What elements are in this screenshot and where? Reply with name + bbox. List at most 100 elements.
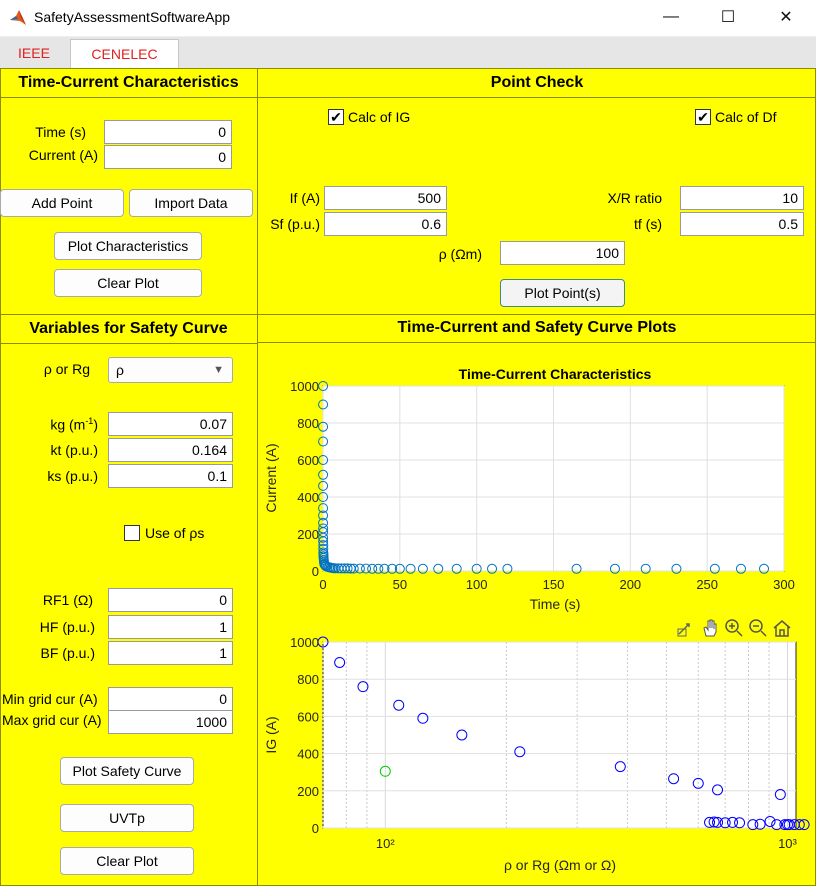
- data-point: [318, 469, 329, 480]
- rf1-field[interactable]: 0: [108, 588, 233, 612]
- safety-point: [668, 773, 680, 785]
- x-tick-label: 0: [319, 577, 326, 592]
- home-icon[interactable]: [772, 618, 792, 638]
- max-grid-field[interactable]: 1000: [108, 710, 233, 734]
- export-icon[interactable]: [676, 618, 696, 638]
- plot-points-button[interactable]: Plot Point(s): [500, 279, 625, 307]
- data-point: [318, 532, 329, 543]
- divider: [0, 314, 257, 315]
- data-point: [433, 563, 444, 574]
- bf-field[interactable]: 1: [108, 641, 233, 665]
- safety-point: [734, 817, 746, 829]
- clear-safety-plot-button[interactable]: Clear Plot: [60, 847, 194, 875]
- plot-safety-curve-button[interactable]: Plot Safety Curve: [60, 757, 194, 785]
- data-point: [417, 563, 428, 574]
- tc-chart-title: Time-Current Characteristics: [459, 366, 652, 382]
- kg-label: kg (m-1): [50, 416, 98, 433]
- y-tick-label: 400: [297, 490, 319, 505]
- safety-point: [793, 819, 805, 831]
- title-bar: [0, 0, 816, 36]
- zoom-in-icon[interactable]: [724, 618, 744, 638]
- safety-ticks: 10² 10³ 0 200 400 600 800 1000: [290, 635, 797, 851]
- x-tick-label: 200: [619, 577, 641, 592]
- safety-point: [771, 819, 783, 831]
- window-title: SafetyAssessmentSoftwareApp: [34, 9, 231, 25]
- safety-point: [456, 729, 468, 741]
- x-tick-label: 300: [773, 577, 795, 592]
- tc-grid: [322, 385, 785, 572]
- xr-field[interactable]: 10: [680, 186, 804, 210]
- x-tick-label: 10²: [376, 836, 395, 851]
- maximize-button[interactable]: ☐: [720, 9, 736, 26]
- calc-ig-checkbox[interactable]: ✔: [328, 109, 344, 125]
- uvtp-button[interactable]: UVTp: [60, 804, 194, 832]
- min-grid-field[interactable]: 0: [108, 687, 233, 711]
- tf-field[interactable]: 0.5: [680, 212, 804, 236]
- rho-rg-label: ρ or Rg: [43, 361, 90, 377]
- rho-label: ρ (Ωm): [438, 246, 482, 262]
- current-label: Current (A): [28, 147, 98, 163]
- safety-point: [774, 789, 786, 801]
- data-point: [609, 563, 620, 574]
- divider: [0, 97, 257, 98]
- hf-field[interactable]: 1: [108, 615, 233, 639]
- current-field[interactable]: 0: [104, 145, 232, 169]
- ks-field[interactable]: 0.1: [108, 464, 233, 488]
- data-point: [318, 492, 329, 502]
- zoom-out-icon[interactable]: [748, 618, 768, 638]
- x-tick-label: 50: [393, 577, 407, 592]
- safety-point: [712, 784, 724, 796]
- kt-label: kt (p.u.): [50, 442, 98, 458]
- data-point: [318, 399, 329, 410]
- import-data-button[interactable]: Import Data: [129, 189, 253, 217]
- sf-field[interactable]: 0.6: [324, 212, 447, 236]
- max-grid-label: Max grid cur (A): [2, 712, 102, 728]
- matlab-logo-icon: [10, 10, 26, 25]
- safety-point: [708, 816, 720, 828]
- minimize-button[interactable]: —: [663, 8, 679, 25]
- safety-point: [692, 777, 704, 789]
- safety-point: [334, 656, 346, 668]
- ks-label: ks (p.u.): [47, 468, 98, 484]
- x-tick-label: 150: [543, 577, 565, 592]
- check-icon: ✔: [330, 109, 342, 125]
- y-tick-label: 800: [297, 672, 319, 687]
- tc-chart[interactable]: 0 50 100 150 200 250 300 0 200 400 600 800 1000 Time…: [258, 350, 814, 620]
- safety-vars-title: Variables for Safety Curve: [29, 320, 228, 337]
- tab-cenelec[interactable]: CENELEC: [70, 39, 179, 68]
- time-field[interactable]: 0: [104, 120, 232, 144]
- data-point: [318, 381, 329, 391]
- kg-field[interactable]: 0.07: [108, 412, 233, 436]
- data-point: [759, 563, 770, 574]
- data-point: [502, 563, 513, 574]
- rho-rg-dropdown[interactable]: ρ ▼: [108, 357, 233, 383]
- check-point: [379, 765, 391, 777]
- tab-ieee[interactable]: IEEE: [18, 45, 50, 61]
- safety-point: [727, 816, 739, 828]
- kt-field[interactable]: 0.164: [108, 438, 233, 462]
- use-rhos-checkbox[interactable]: [124, 525, 140, 541]
- data-point: [318, 436, 329, 447]
- rho-field[interactable]: 100: [500, 241, 625, 265]
- plot-characteristics-button[interactable]: Plot Characteristics: [54, 232, 202, 260]
- rf1-label: RF1 (Ω): [42, 592, 93, 608]
- divider: [258, 342, 816, 343]
- data-point: [671, 563, 682, 574]
- data-point: [379, 563, 390, 574]
- pan-icon[interactable]: [700, 618, 720, 638]
- x-tick-label: 250: [696, 577, 718, 592]
- safety-points: [317, 636, 810, 831]
- add-point-button[interactable]: Add Point: [0, 189, 124, 217]
- safety-point: [712, 816, 724, 828]
- bf-label: BF (p.u.): [40, 645, 95, 661]
- if-field[interactable]: 500: [324, 186, 447, 210]
- if-label: If (A): [289, 190, 320, 206]
- data-point: [487, 563, 498, 574]
- data-point: [348, 563, 359, 574]
- clear-plot-button[interactable]: Clear Plot: [54, 269, 202, 297]
- safety-chart[interactable]: 10² 10³ 0 200 400 600 800 1000 ρ or Rg (Ωm or Ω…: [258, 630, 814, 880]
- data-point: [318, 510, 329, 521]
- calc-df-checkbox[interactable]: ✔: [695, 109, 711, 125]
- time-label: Time (s): [35, 124, 86, 140]
- close-button[interactable]: ✕: [779, 9, 793, 26]
